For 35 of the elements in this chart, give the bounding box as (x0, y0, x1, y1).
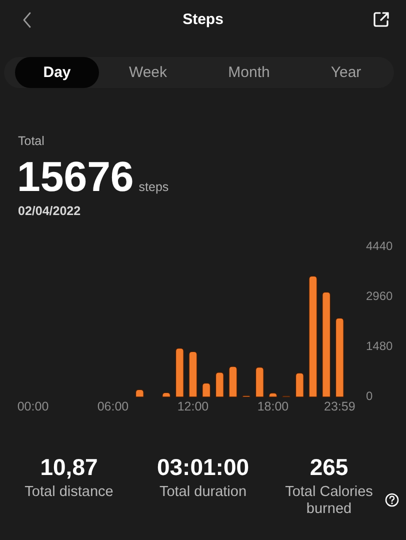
y-tick-label: 2960 (366, 288, 394, 303)
text: 10,87 (39, 453, 99, 481)
x-tick-label: 18:00 (257, 399, 289, 414)
text: Week (128, 63, 168, 83)
text: Total Calories burned (284, 484, 374, 518)
text: steps (138, 180, 169, 194)
y-tick-label: 1480 (366, 339, 394, 354)
text: 03:01:00 (156, 453, 250, 481)
chart-title: Steps (182, 10, 224, 30)
text: Year (330, 63, 362, 83)
text: Total distance (24, 484, 114, 501)
text: 15676 (17, 153, 134, 200)
bar (228, 366, 238, 398)
text: Total duration (158, 484, 248, 501)
text: 02/04/2022 (18, 203, 81, 219)
text: Total (18, 133, 44, 149)
bar (175, 348, 184, 398)
bar (322, 292, 331, 398)
bar (215, 372, 224, 398)
bar (202, 382, 211, 398)
bar (308, 276, 318, 398)
bar (135, 389, 144, 398)
x-tick-label: 23:59 (324, 399, 356, 414)
x-tick-label: 12:00 (177, 399, 209, 414)
bar (295, 372, 304, 398)
text: 265 (308, 453, 350, 481)
bar (255, 366, 264, 398)
y-tick-label: 4440 (366, 238, 394, 253)
y-tick-label: 0 (366, 389, 373, 404)
text: Month (227, 63, 271, 83)
text: Day (42, 63, 72, 83)
x-tick-label: 00:00 (17, 399, 49, 414)
bar (188, 351, 198, 398)
bar (335, 318, 344, 398)
x-tick-label: 06:00 (97, 399, 129, 414)
